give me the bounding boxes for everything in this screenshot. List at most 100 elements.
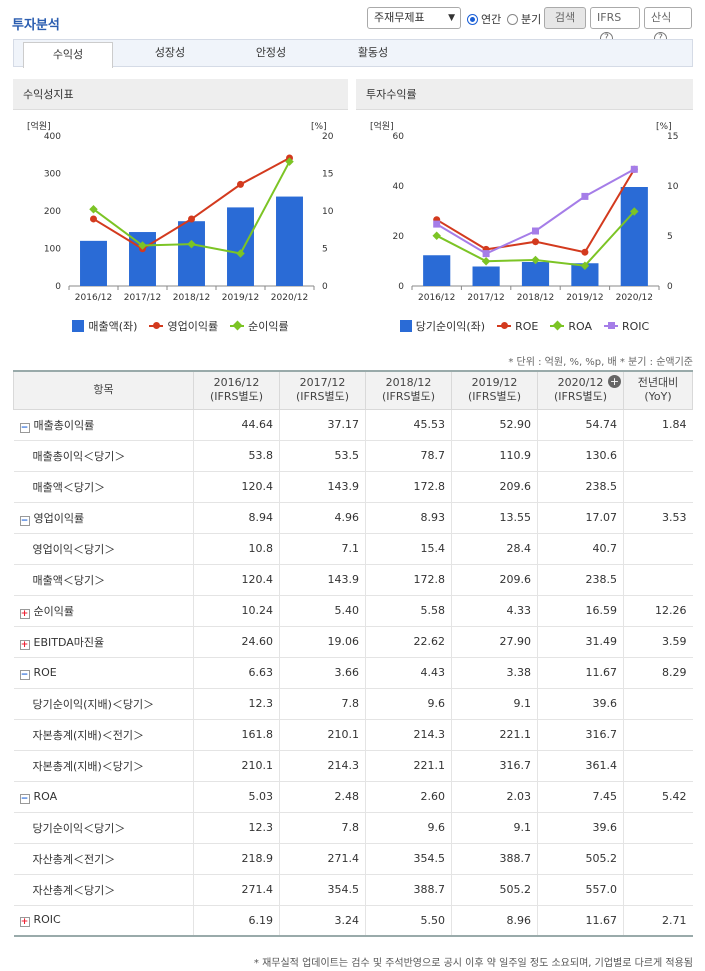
row-label[interactable]: + 순이익률 — [13, 595, 194, 627]
return-chart-panel: 투자수익률 [억원] [%] 0 20 40 60 0 5 10 15 2016/12 2017/12… — [356, 79, 693, 337]
formula-help-button[interactable]: 산식? — [644, 7, 692, 45]
table-cell — [623, 812, 693, 844]
table-cell: 161.8 — [193, 719, 280, 751]
bar — [571, 263, 599, 286]
table-cell: 16.59 — [537, 595, 624, 627]
table-cell: 53.8 — [193, 440, 280, 472]
table-cell: 19.06 — [279, 626, 366, 658]
axis-unit-right: [%] — [656, 122, 672, 132]
table-row: 자본총계(지배)＜당기＞ 210.1 214.3 221.1 316.7 361.4 — [13, 750, 693, 782]
add-column-icon[interactable]: + — [608, 375, 621, 388]
data-point — [90, 215, 97, 223]
row-label-text: ROIC — [33, 913, 61, 927]
row-label[interactable]: − 영업이익률 — [13, 502, 194, 534]
x-tick-label: 2019/12 — [566, 293, 603, 303]
row-label[interactable]: − 매출총이익률 — [13, 409, 194, 441]
table-row: 매출액＜당기＞ 120.4 143.9 172.8 209.6 238.5 — [13, 471, 693, 503]
legend-item[interactable]: 매출액(좌) — [72, 318, 137, 334]
table-cell: 39.6 — [537, 812, 624, 844]
line-swatch-icon — [149, 322, 164, 329]
table-cell: 9.1 — [451, 688, 538, 720]
table-row: 당기순이익＜당기＞ 12.3 7.8 9.6 9.1 39.6 — [13, 812, 693, 844]
legend-item[interactable]: 순이익률 — [230, 318, 289, 334]
chevron-down-icon: ▼ — [448, 13, 455, 23]
unit-note: * 단위 : 억원, %, %p, 배 * 분기 : 순액기준 — [508, 357, 693, 368]
table-cell: 44.64 — [193, 409, 280, 441]
column-header: 2020/12 (IFRS별도) + — [537, 370, 624, 410]
tab-activity[interactable]: 활동성 — [357, 46, 389, 59]
table-cell: 172.8 — [365, 564, 452, 596]
legend-label: ROIC — [621, 319, 650, 333]
table-cell: 17.07 — [537, 502, 624, 534]
table-cell: 4.43 — [365, 657, 452, 689]
expand-icon[interactable]: + — [19, 639, 30, 650]
table-cell: 52.90 — [451, 409, 538, 441]
legend-item[interactable]: 당기순이익(좌) — [399, 318, 485, 334]
legend-item[interactable]: ROIC — [603, 318, 650, 334]
ifrs-help-button[interactable]: IFRS? — [590, 7, 640, 45]
row-label[interactable]: − ROE — [13, 657, 194, 689]
table-cell: 316.7 — [451, 750, 538, 782]
collapse-icon[interactable]: − — [19, 793, 30, 804]
table-cell: 8.93 — [365, 502, 452, 534]
table-cell: 214.3 — [365, 719, 452, 751]
table-cell: 3.38 — [451, 657, 538, 689]
data-point — [532, 227, 539, 235]
x-tick-label: 2020/12 — [271, 293, 308, 303]
expand-icon[interactable]: + — [19, 917, 30, 928]
tab-stability[interactable]: 안정성 — [255, 46, 287, 59]
row-label-text: 순이익률 — [33, 604, 74, 618]
x-tick-label: 2019/12 — [222, 293, 259, 303]
y-tick-label-right: 0 — [667, 282, 673, 292]
row-label-text: 자본총계(지배)＜전기＞ — [32, 728, 145, 742]
table-cell: 238.5 — [537, 564, 624, 596]
table-cell: 361.4 — [537, 750, 624, 782]
radio-quarter[interactable]: 분기 — [507, 11, 541, 27]
collapse-icon[interactable]: − — [19, 515, 30, 526]
row-label: 영업이익＜당기＞ — [13, 533, 194, 565]
tab-profitability[interactable]: 수익성 — [23, 42, 113, 68]
statement-select[interactable]: 주재무제표 ▼ — [367, 7, 461, 29]
table-cell — [623, 874, 693, 906]
table-cell: 7.8 — [279, 812, 366, 844]
radio-annual[interactable]: 연간 — [467, 11, 501, 27]
y-tick-label-right: 0 — [322, 282, 328, 292]
expand-icon[interactable]: + — [19, 608, 30, 619]
ratio-table: 항목 2016/12 (IFRS별도) 2017/12 (IFRS별도) 201… — [13, 370, 693, 937]
row-label[interactable]: − ROA — [13, 781, 194, 813]
data-point — [237, 180, 244, 188]
table-cell: 9.6 — [365, 688, 452, 720]
table-cell: 9.1 — [451, 812, 538, 844]
tab-growth[interactable]: 성장성 — [154, 46, 186, 59]
column-header: 2017/12 (IFRS별도) — [279, 370, 366, 410]
table-cell: 12.3 — [193, 812, 280, 844]
y-tick-label-left: 0 — [398, 282, 404, 292]
table-row: 자산총계＜전기＞ 218.9 271.4 354.5 388.7 505.2 — [13, 843, 693, 875]
search-button[interactable]: 검색 — [544, 7, 586, 29]
y-tick-label-left: 0 — [55, 282, 61, 292]
radio-quarter-label: 분기 — [521, 13, 542, 26]
data-point — [630, 165, 638, 173]
table-cell: 22.62 — [365, 626, 452, 658]
table-cell: 13.55 — [451, 502, 538, 534]
bar-swatch-icon — [72, 320, 85, 332]
table-cell: 7.1 — [279, 533, 366, 565]
row-label: 당기순이익＜당기＞ — [13, 812, 194, 844]
axis-unit-left: [억원] — [370, 120, 394, 132]
legend-item[interactable]: 영업이익률 — [149, 318, 218, 334]
legend-item[interactable]: ROE — [497, 318, 538, 334]
table-cell: 2.60 — [365, 781, 452, 813]
collapse-icon[interactable]: − — [19, 422, 30, 433]
table-cell: 238.5 — [537, 471, 624, 503]
column-header: 전년대비 (YoY) — [623, 370, 693, 410]
legend-item[interactable]: ROA — [550, 318, 592, 334]
row-label-text: EBITDA마진율 — [33, 635, 105, 649]
row-label[interactable]: + EBITDA마진율 — [13, 626, 194, 658]
bar — [472, 266, 500, 286]
table-cell: 8.94 — [193, 502, 280, 534]
collapse-icon[interactable]: − — [19, 669, 30, 680]
y-tick-label-left: 300 — [44, 170, 61, 180]
row-label[interactable]: + ROIC — [13, 905, 194, 937]
y-tick-label-right: 10 — [667, 182, 679, 192]
legend-label: ROA — [568, 319, 592, 333]
